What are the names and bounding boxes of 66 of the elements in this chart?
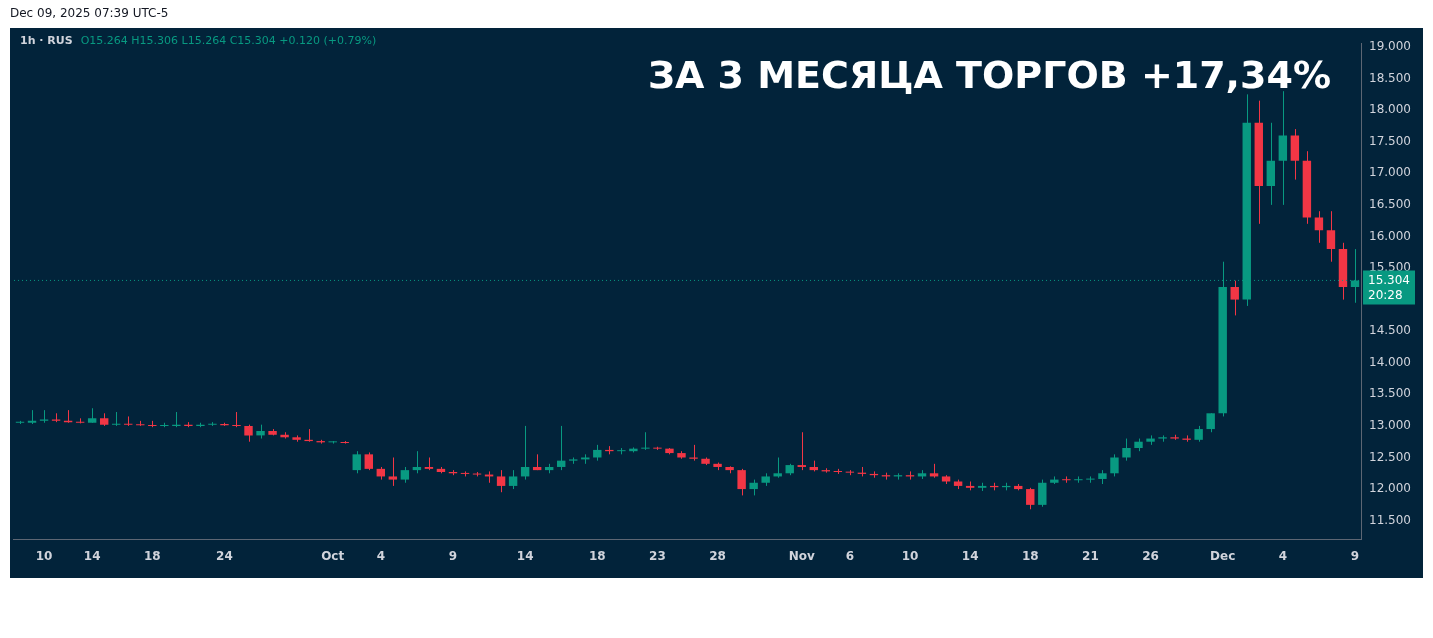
candlestick <box>112 411 121 427</box>
y-tick-label: 19.000 <box>1369 39 1412 54</box>
text: Dec 09, 2025 07:39 UTC-5 <box>10 6 169 20</box>
x-tick-label: 10 <box>35 548 53 563</box>
x-tick-label: 18 <box>588 548 606 563</box>
x-tick-label: Nov <box>788 548 815 563</box>
candlestick <box>496 469 506 493</box>
candlestick <box>773 457 782 479</box>
y-tick-label: 17.000 <box>1369 165 1412 180</box>
x-tick-label: 14 <box>961 548 979 563</box>
y-tick-label: 15.500 <box>1369 260 1412 275</box>
candlestick <box>1122 438 1131 462</box>
y-tick-label: 13.500 <box>1369 386 1412 401</box>
candlestick <box>1230 280 1239 316</box>
annotation: 1h · RUS <box>19 33 73 47</box>
candlestick <box>1026 487 1035 510</box>
y-tick-label: 16.000 <box>1369 228 1412 243</box>
candlestick <box>1086 475 1095 484</box>
y-tick-label: 13.000 <box>1369 418 1412 433</box>
candlestick <box>797 431 806 471</box>
y-tick-label: 16.500 <box>1369 197 1412 211</box>
text: 20:28 <box>1368 287 1403 302</box>
y-tick-label: 14.000 <box>1369 354 1412 369</box>
x-tick-label: 26 <box>1142 548 1159 563</box>
candlestick <box>508 469 518 490</box>
x-tick-label: 9 <box>448 548 458 563</box>
y-tick-label: 17.500 <box>1369 133 1412 148</box>
x-tick-label: 4 <box>376 548 385 563</box>
x-tick-label: 6 <box>845 548 855 563</box>
candlestick <box>737 468 746 496</box>
y-tick-label: 11.500 <box>1369 512 1412 527</box>
ref-line-label: 15.304 <box>1368 272 1411 287</box>
x-tick-label: Dec <box>1210 548 1236 563</box>
x-tick-label: 21 <box>1082 548 1099 563</box>
chart-title: ЗА 3 МЕСЯЦА ТОРГОВ +17,34% <box>647 52 1332 97</box>
x-tick-label: 9 <box>1350 548 1360 563</box>
x-tick-label: 18 <box>143 548 161 563</box>
candlestick <box>1314 210 1324 244</box>
x-tick-label: 10 <box>901 548 919 563</box>
candlestick <box>1326 210 1336 263</box>
y-tick-label: 12.000 <box>1369 481 1412 496</box>
x-tick-label: 18 <box>1021 548 1039 563</box>
x-tick-label: 23 <box>649 548 666 563</box>
candlestick <box>1074 475 1083 484</box>
candlestick <box>520 425 530 481</box>
y-tick-label: 18.000 <box>1369 102 1412 117</box>
candlestick <box>352 450 361 474</box>
candlestick <box>1062 475 1071 484</box>
y-tick-label: 14.500 <box>1369 323 1412 338</box>
candlestick <box>641 431 650 451</box>
candlestick <box>232 411 241 428</box>
candlestick <box>1110 453 1119 477</box>
x-tick-label: 24 <box>216 548 233 563</box>
candlestick <box>557 425 566 471</box>
x-tick-label: 14 <box>516 548 534 563</box>
y-tick-label: 12.500 <box>1369 449 1412 464</box>
x-tick-label: 28 <box>709 548 726 563</box>
x-tick-label: 14 <box>83 548 101 563</box>
annotation: O15.264 H15.306 L15.264 C15.304 +0.120 (+0.79%) <box>80 33 377 47</box>
candlestick <box>1038 479 1047 508</box>
candlestick <box>1206 412 1215 433</box>
y-tick-label: 18.500 <box>1369 70 1412 85</box>
x-tick-label: Oct <box>321 548 345 563</box>
candlestick <box>124 415 133 427</box>
candlestick <box>388 457 398 487</box>
x-tick-label: 4 <box>1278 548 1288 563</box>
